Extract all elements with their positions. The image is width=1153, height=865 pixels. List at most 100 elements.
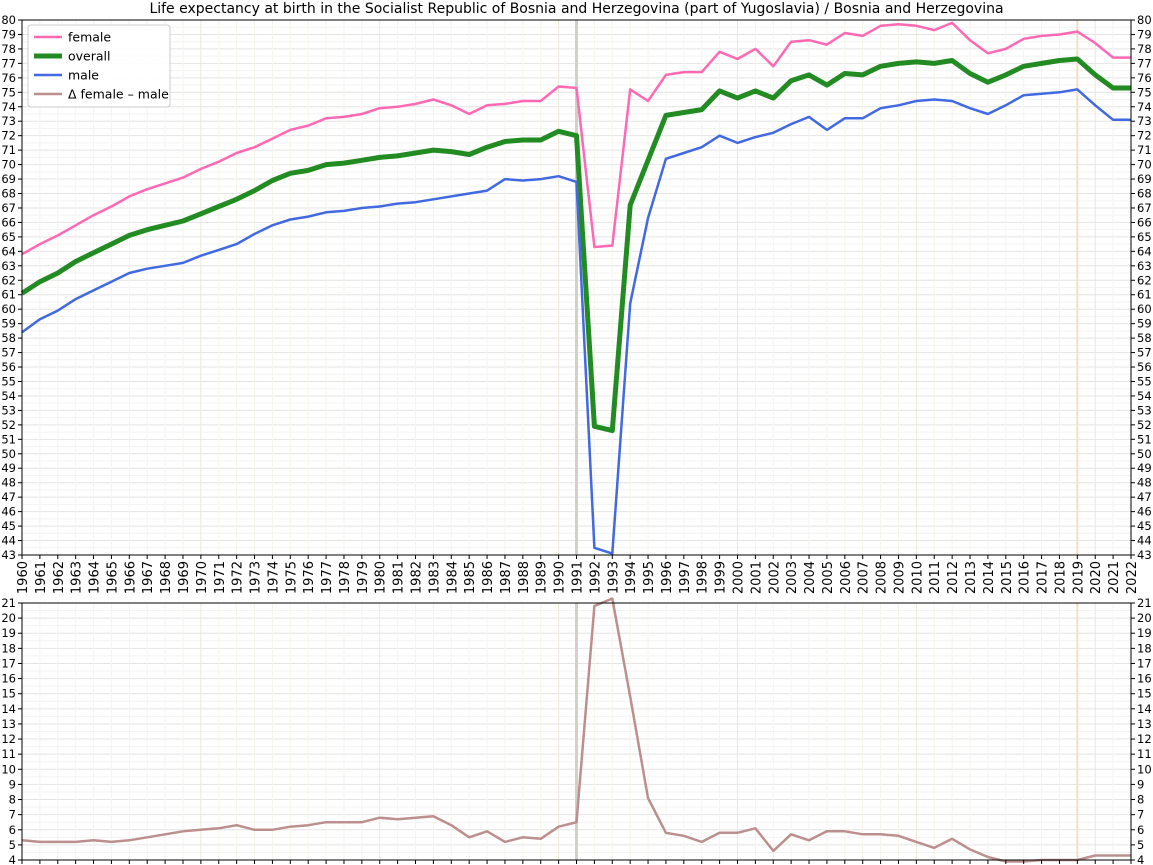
x-tick-label: 1975 [284, 561, 299, 594]
x-tick-label: 1973 [249, 561, 264, 594]
x-tick-label: 2022 [1125, 561, 1140, 594]
y-tick-label-left: 78 [1, 42, 16, 56]
y-tick-label-right: 9 [1137, 777, 1144, 791]
x-tick-label: 2015 [1000, 561, 1015, 594]
x-tick-label: 1992 [588, 561, 603, 594]
y-tick-label-left: 11 [1, 747, 16, 761]
y-tick-label-right: 5 [1137, 838, 1144, 852]
y-tick-label-right: 47 [1137, 490, 1152, 504]
y-tick-label-left: 74 [1, 100, 16, 114]
y-tick-label-left: 16 [1, 672, 16, 686]
y-tick-label-left: 9 [9, 777, 16, 791]
y-tick-label-left: 47 [1, 490, 16, 504]
y-tick-label-left: 18 [1, 641, 16, 655]
y-tick-label-right: 53 [1137, 403, 1152, 417]
x-tick-label: 1991 [571, 561, 586, 594]
y-tick-label-left: 19 [1, 626, 16, 640]
y-tick-label-right: 11 [1137, 747, 1152, 761]
y-tick-label-right: 68 [1137, 187, 1152, 201]
y-tick-label-right: 59 [1137, 317, 1152, 331]
y-tick-label-left: 80 [1, 13, 16, 27]
y-tick-label-right: 71 [1137, 143, 1152, 157]
x-tick-label: 2014 [982, 561, 997, 594]
x-tick-label: 1971 [213, 561, 228, 594]
x-tick-label: 1984 [445, 561, 460, 594]
y-tick-label-right: 58 [1137, 331, 1152, 345]
y-tick-label-left: 77 [1, 56, 16, 70]
y-tick-label-left: 14 [1, 702, 16, 716]
x-tick-label: 1960 [16, 561, 31, 594]
x-tick-label: 1983 [427, 561, 442, 594]
y-tick-label-left: 56 [1, 360, 16, 374]
y-tick-label-right: 75 [1137, 85, 1152, 99]
x-tick-label: 1968 [159, 561, 174, 594]
y-tick-label-left: 5 [9, 838, 16, 852]
y-tick-label-left: 71 [1, 143, 16, 157]
y-tick-label-left: 65 [1, 230, 16, 244]
y-tick-label-right: 21 [1137, 596, 1152, 610]
y-tick-label-right: 8 [1137, 793, 1144, 807]
y-tick-label-right: 77 [1137, 56, 1152, 70]
x-tick-label: 2018 [1053, 561, 1068, 594]
y-tick-label-left: 75 [1, 85, 16, 99]
y-tick-label-right: 60 [1137, 302, 1152, 316]
x-tick-label: 1979 [356, 561, 371, 594]
x-tick-label: 1999 [714, 561, 729, 594]
legend-label: Δ female – male [68, 87, 169, 102]
y-tick-label-right: 17 [1137, 656, 1152, 670]
y-tick-label-left: 51 [1, 432, 16, 446]
series-line-female [21, 21, 1131, 256]
y-tick-label-right: 61 [1137, 288, 1152, 302]
x-tick-label: 2011 [928, 561, 943, 594]
series-line-overall [20, 56, 1131, 434]
y-tick-label-right: 65 [1137, 230, 1152, 244]
y-tick-label-left: 58 [1, 331, 16, 345]
chart-title: Life expectancy at birth in the Socialis… [149, 1, 1004, 17]
y-tick-label-left: 54 [1, 389, 16, 403]
y-tick-label-left: 48 [1, 476, 16, 490]
y-tick-label-right: 13 [1137, 717, 1152, 731]
y-tick-label-right: 72 [1137, 129, 1152, 143]
y-tick-label-right: 73 [1137, 114, 1152, 128]
x-tick-label: 1970 [195, 561, 210, 594]
y-tick-label-left: 69 [1, 172, 16, 186]
y-tick-label-right: 51 [1137, 432, 1152, 446]
x-tick-label: 1977 [320, 561, 335, 594]
x-tick-label: 2001 [749, 561, 764, 594]
x-tick-label: 2003 [785, 561, 800, 594]
y-tick-label-right: 14 [1137, 702, 1152, 716]
y-tick-label-right: 20 [1137, 611, 1152, 625]
y-tick-label-left: 8 [9, 793, 16, 807]
x-tick-label: 1993 [606, 561, 621, 594]
y-tick-label-right: 48 [1137, 476, 1152, 490]
x-tick-label: 1969 [177, 561, 192, 594]
series-line-male [21, 88, 1131, 555]
y-tick-label-right: 4 [1137, 853, 1144, 865]
y-tick-label-left: 59 [1, 317, 16, 331]
x-tick-label: 2013 [964, 561, 979, 594]
y-tick-label-right: 69 [1137, 172, 1152, 186]
x-tick-label: 2012 [946, 561, 961, 594]
y-tick-label-right: 43 [1137, 548, 1152, 562]
y-tick-label-right: 64 [1137, 244, 1152, 258]
x-tick-label: 2016 [1018, 561, 1033, 594]
x-tick-label: 1965 [105, 561, 120, 594]
x-tick-label: 1998 [696, 561, 711, 594]
y-tick-label-left: 62 [1, 273, 16, 287]
x-tick-label: 2019 [1071, 561, 1086, 594]
x-tick-label: 1990 [553, 561, 568, 594]
y-tick-label-right: 15 [1137, 687, 1152, 701]
y-tick-label-left: 50 [1, 447, 16, 461]
y-tick-label-left: 17 [1, 656, 16, 670]
x-tick-label: 2002 [767, 561, 782, 594]
y-tick-label-left: 67 [1, 201, 16, 215]
y-tick-label-right: 18 [1137, 641, 1152, 655]
y-tick-label-right: 6 [1137, 823, 1144, 837]
y-tick-label-left: 7 [9, 808, 16, 822]
y-tick-label-left: 55 [1, 374, 16, 388]
legend-box [27, 24, 171, 108]
y-tick-label-left: 4 [9, 853, 16, 865]
